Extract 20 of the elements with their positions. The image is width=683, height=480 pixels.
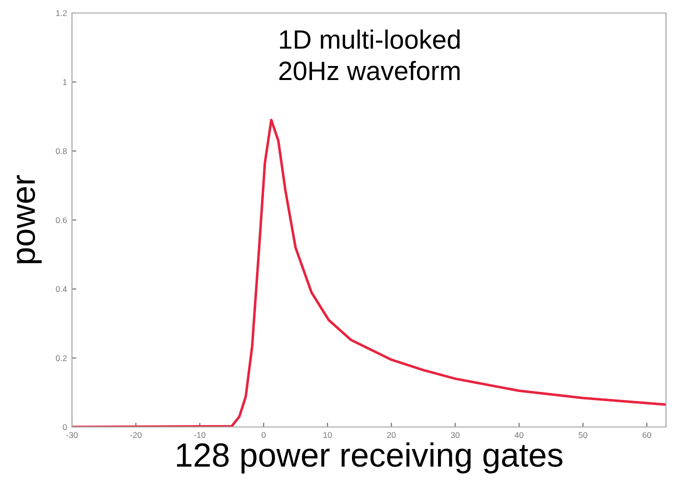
y-tick-label: 0.8 bbox=[56, 148, 67, 154]
x-tick-label: 20 bbox=[387, 432, 396, 438]
y-tick-label: 1.2 bbox=[56, 10, 67, 16]
x-tick-label: -30 bbox=[66, 432, 78, 438]
x-tick-label: 50 bbox=[578, 432, 588, 438]
x-axis-title: 128 power receiving gates bbox=[176, 442, 562, 474]
x-tick-label: -10 bbox=[194, 432, 206, 438]
x-tick-label: 10 bbox=[323, 432, 332, 438]
x-tick-label: 60 bbox=[642, 432, 652, 438]
x-tick-label: -20 bbox=[130, 432, 142, 438]
y-axis-title: power bbox=[16, 175, 42, 264]
x-tick-label: 0 bbox=[262, 432, 266, 438]
y-tick-label: 0.4 bbox=[56, 286, 67, 292]
x-tick-label: 40 bbox=[514, 432, 524, 438]
y-tick-label: 1 bbox=[63, 79, 67, 86]
y-tick-label: 0.2 bbox=[56, 355, 67, 362]
annotation: 1D multi-looked 20Hz waveform bbox=[279, 30, 460, 80]
x-tick-label: 30 bbox=[450, 432, 460, 438]
y-tick-label: 0 bbox=[62, 424, 67, 430]
y-tick-label: 0.6 bbox=[56, 217, 67, 224]
